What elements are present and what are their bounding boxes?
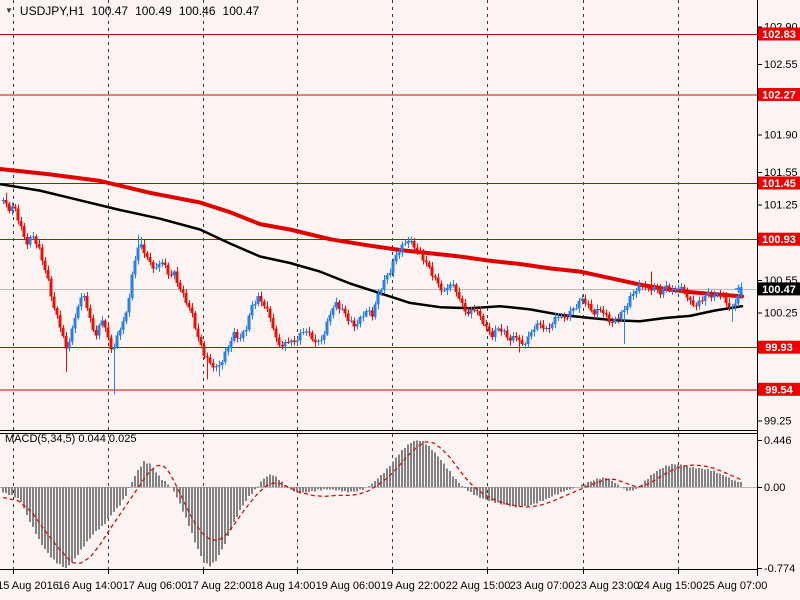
- ohlc-low: 100.46: [178, 4, 216, 18]
- svg-text:100.93: 100.93: [762, 234, 796, 246]
- price-badges: 102.83 102.27 101.45 100.93 99.93 99.54 100.47: [758, 27, 800, 396]
- macd-axis[interactable]: 0.446 0.00 -0.774: [757, 435, 795, 575]
- time-tick-label: 16 Aug 14:00: [58, 580, 123, 592]
- time-tick-label: 17 Aug 06:00: [123, 580, 188, 592]
- price-tick-label: 101.90: [764, 129, 798, 141]
- macd-tick-label: 0.00: [764, 482, 785, 494]
- ohlc-open: 100.47: [91, 4, 129, 18]
- macd-histogram: [1, 440, 743, 568]
- last-price-marker: [735, 284, 742, 293]
- time-tick-label: 19 Aug 06:00: [316, 580, 381, 592]
- ohlc-high: 100.49: [135, 4, 172, 18]
- time-tick-label: 19 Aug 22:00: [381, 580, 446, 592]
- price-level-badge: [758, 176, 800, 190]
- time-tick-label: 25 Aug 07:00: [703, 580, 768, 592]
- price-level-badge: [758, 232, 800, 246]
- time-tick-label: 22 Aug 15:00: [446, 580, 511, 592]
- symbol-marker-icon: ▼: [5, 5, 13, 15]
- time-tick-label: 15 Aug 2016: [0, 580, 59, 592]
- ma-black-line: [0, 182, 744, 323]
- price-level-badge: [758, 88, 800, 101]
- time-tick-label: 23 Aug 23:00: [575, 580, 640, 592]
- symbol-period-label: USDJPY,H1: [19, 4, 85, 18]
- svg-text:102.83: 102.83: [762, 29, 796, 41]
- current-price-badge: [758, 282, 800, 296]
- ohlc-close: 100.47: [222, 4, 260, 18]
- time-tick-label: 18 Aug 14:00: [251, 580, 316, 592]
- price-tick-label: 100.25: [764, 308, 798, 320]
- price-level-badge: [758, 340, 800, 354]
- macd-tick-label: -0.774: [764, 563, 795, 575]
- price-tick-label: 101.55: [764, 167, 798, 179]
- svg-text:101.45: 101.45: [762, 178, 796, 190]
- candles-layer: [1, 192, 743, 395]
- price-tick-label: 101.25: [764, 200, 798, 212]
- svg-text:99.93: 99.93: [765, 342, 793, 354]
- macd-indicator-label: MACD(5,34,5) 0.044 0.025: [5, 433, 137, 445]
- price-level-lines[interactable]: [0, 34, 757, 391]
- svg-text:102.27: 102.27: [762, 90, 796, 102]
- price-axis[interactable]: 102.90102.55101.90101.55101.25100.55100.…: [757, 21, 798, 428]
- price-level-badge: [758, 27, 800, 41]
- time-tick-label: 17 Aug 22:00: [187, 580, 252, 592]
- svg-text:99.54: 99.54: [765, 384, 793, 396]
- symbol-ohlc-label: ▼ USDJPY,H1 100.47 100.49 100.46 100.47: [5, 4, 266, 18]
- macd-tick-label: 0.446: [764, 435, 792, 447]
- panel-borders: [0, 0, 758, 576]
- price-level-badge: [758, 382, 800, 396]
- price-tick-label: 99.25: [764, 416, 792, 428]
- price-tick-label: 102.55: [764, 59, 798, 71]
- time-tick-label: 23 Aug 07:00: [510, 580, 575, 592]
- time-tick-label: 24 Aug 15:00: [638, 580, 703, 592]
- svg-text:100.47: 100.47: [762, 284, 796, 296]
